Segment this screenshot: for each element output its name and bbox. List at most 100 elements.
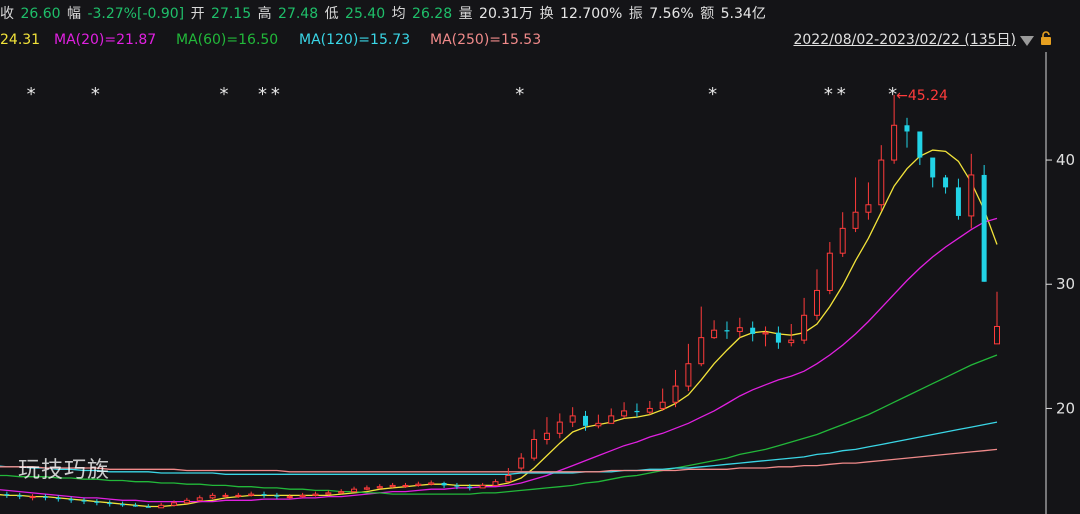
candle-body bbox=[274, 495, 280, 497]
event-marker: * bbox=[219, 84, 228, 105]
candle-body bbox=[29, 496, 36, 499]
candle-body bbox=[415, 483, 422, 486]
high-label: 高 bbox=[257, 6, 272, 22]
ma60-line bbox=[0, 354, 998, 495]
candle-body bbox=[312, 493, 319, 496]
candle-body bbox=[81, 500, 87, 502]
event-marker: * bbox=[888, 84, 897, 105]
candle-body bbox=[813, 289, 820, 316]
candle-body bbox=[261, 494, 267, 496]
price-tick-label: 30 bbox=[1056, 275, 1075, 293]
candle-body bbox=[441, 482, 447, 486]
candle-body bbox=[595, 422, 602, 427]
high-annotation: ←45.24 bbox=[896, 88, 948, 104]
candle-body bbox=[826, 252, 833, 291]
candle-body bbox=[556, 421, 563, 434]
candle-body bbox=[531, 438, 538, 459]
low-value: 25.40 bbox=[345, 6, 386, 22]
candle-body bbox=[183, 499, 190, 504]
candle-body bbox=[196, 497, 203, 501]
candle-body bbox=[788, 339, 795, 344]
avg-value: 26.28 bbox=[412, 6, 453, 22]
candle-body bbox=[518, 457, 525, 469]
dropdown-triangle-icon[interactable] bbox=[1020, 36, 1034, 46]
close-label: 收 bbox=[0, 6, 14, 22]
watermark: 玩技巧族 bbox=[18, 458, 111, 483]
candle-body bbox=[363, 487, 370, 490]
ma20-line bbox=[0, 217, 998, 503]
event-marker: * bbox=[91, 84, 100, 105]
low-annotation: ←12.08 bbox=[163, 513, 215, 514]
amplitude-value: 7.56% bbox=[649, 6, 694, 22]
candle-body bbox=[672, 385, 679, 403]
open-label: 开 bbox=[190, 6, 205, 22]
candle-body bbox=[543, 432, 550, 440]
chart-background bbox=[0, 52, 1080, 514]
price-ticks: 20 30 40 bbox=[1046, 151, 1075, 417]
candle-body bbox=[750, 327, 756, 334]
candle-body bbox=[299, 494, 306, 498]
amount-label: 额 bbox=[700, 6, 715, 22]
candle-body bbox=[376, 486, 383, 489]
ma5-legend: 24.31 bbox=[0, 32, 41, 48]
ma250-legend: MA(250)=15.53 bbox=[430, 32, 542, 48]
turnover-label: 换 bbox=[539, 6, 554, 22]
candle-body bbox=[402, 484, 409, 487]
candle-body bbox=[94, 501, 100, 503]
candle-body bbox=[55, 497, 61, 500]
candle-body bbox=[4, 494, 10, 496]
price-tick-label: 40 bbox=[1056, 151, 1075, 169]
candle-body bbox=[917, 131, 923, 158]
amplitude-label: 振 bbox=[628, 6, 643, 22]
candle-body bbox=[711, 329, 718, 339]
candle-body bbox=[351, 488, 358, 493]
event-marker: * bbox=[515, 84, 524, 105]
quote-bar: 收 26.60 幅 -3.27%[-0.90] 开 27.15 高 27.48 … bbox=[0, 0, 1080, 28]
candle-body bbox=[865, 204, 872, 213]
candle-body bbox=[505, 475, 512, 483]
candle-body bbox=[286, 496, 293, 499]
candle-body bbox=[698, 337, 705, 365]
candle-body bbox=[724, 330, 730, 332]
event-marker: * bbox=[837, 84, 846, 105]
candle-body bbox=[801, 314, 808, 341]
avg-label: 均 bbox=[391, 6, 406, 22]
candle-body bbox=[646, 407, 653, 413]
low-label: 低 bbox=[324, 6, 339, 22]
candles bbox=[4, 94, 1000, 509]
lock-icon[interactable] bbox=[1040, 31, 1052, 45]
candle-body bbox=[608, 415, 615, 424]
event-marker: * bbox=[258, 84, 267, 105]
candle-body bbox=[569, 415, 576, 423]
change-value: -3.27%[-0.90] bbox=[87, 6, 185, 22]
candle-body bbox=[479, 484, 486, 489]
candle-body bbox=[171, 502, 178, 506]
candle-body bbox=[994, 325, 1000, 345]
annotations: ←45.24 ←12.08 bbox=[163, 88, 948, 514]
candle-body bbox=[621, 410, 628, 417]
turnover-value: 12.700% bbox=[560, 6, 623, 22]
candle-body bbox=[981, 174, 987, 282]
event-marker: * bbox=[271, 84, 280, 105]
candle-body bbox=[338, 491, 345, 494]
price-tick-label: 20 bbox=[1056, 399, 1075, 417]
candle-body bbox=[325, 492, 332, 495]
high-value: 27.48 bbox=[278, 6, 319, 22]
candle-body bbox=[943, 177, 949, 188]
candle-body bbox=[634, 410, 640, 413]
candle-body bbox=[68, 499, 74, 501]
event-marker: * bbox=[27, 84, 36, 105]
ma-legend: 24.31 MA(20)=21.87 MA(60)=16.50 MA(120)=… bbox=[0, 28, 1080, 52]
candle-body bbox=[222, 494, 229, 497]
candle-body bbox=[878, 159, 885, 206]
candle-body bbox=[904, 125, 910, 132]
candle-body bbox=[839, 227, 846, 254]
candle-body bbox=[659, 401, 666, 409]
date-range-selector[interactable]: 2022/08/02-2023/02/22 (135日) bbox=[793, 32, 1016, 48]
candle-body bbox=[145, 506, 151, 508]
candle-body bbox=[762, 332, 769, 335]
candle-body bbox=[132, 505, 138, 507]
ma60-legend: MA(60)=16.50 bbox=[176, 32, 279, 48]
candle-body bbox=[107, 502, 113, 505]
